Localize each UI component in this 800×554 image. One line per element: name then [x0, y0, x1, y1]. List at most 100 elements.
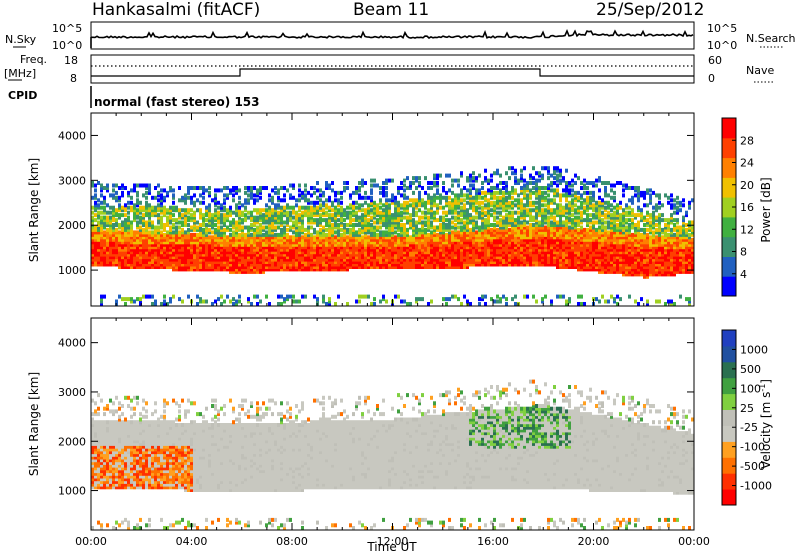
power-cell	[175, 232, 178, 237]
power-cell	[493, 171, 496, 176]
power-cell	[316, 195, 319, 200]
power-cell	[112, 227, 115, 232]
power-cell	[352, 203, 355, 208]
power-cell	[406, 262, 409, 267]
power-cell	[133, 183, 136, 188]
power-cell	[340, 242, 343, 247]
power-cell	[334, 213, 337, 218]
power-cell	[499, 225, 502, 230]
power-cell	[376, 225, 379, 230]
power-cell	[310, 218, 313, 223]
power-cell	[454, 208, 457, 213]
power-cell	[370, 203, 373, 208]
power-cell	[184, 195, 187, 200]
power-cell	[472, 245, 475, 250]
power-cell	[589, 247, 592, 252]
power-cell	[499, 195, 502, 200]
power-cell	[553, 252, 556, 257]
power-cell	[139, 257, 142, 262]
power-cell	[475, 193, 478, 198]
power-cell	[208, 260, 211, 264]
power-cell	[277, 240, 280, 245]
power-cell	[109, 250, 112, 255]
power-cell	[121, 208, 124, 213]
power-cell	[211, 265, 214, 269]
power-cell	[595, 208, 598, 213]
power-cell	[193, 220, 196, 225]
power-cell	[598, 260, 601, 264]
power-cell	[520, 173, 523, 178]
power-cell	[352, 225, 355, 230]
power-cell	[118, 294, 121, 299]
power-cell	[115, 208, 118, 213]
power-cell	[322, 267, 325, 272]
power-cell	[577, 227, 580, 232]
power-cell	[352, 223, 355, 227]
power-cell	[466, 255, 469, 260]
power-cell	[565, 232, 568, 237]
power-cell	[535, 247, 538, 252]
power-cell	[430, 247, 433, 252]
power-cell	[466, 257, 469, 262]
power-cell	[451, 220, 454, 225]
power-cell	[481, 232, 484, 237]
power-cell	[415, 203, 418, 208]
power-cell	[235, 299, 238, 304]
power-cell	[136, 215, 139, 220]
power-cell	[151, 220, 154, 225]
power-cell	[298, 267, 301, 272]
power-cell	[220, 213, 223, 218]
power-cell	[328, 186, 331, 190]
power-cell	[226, 245, 229, 250]
power-cell	[169, 235, 172, 240]
power-cell	[259, 240, 262, 245]
power-cell	[274, 257, 277, 262]
power-cell	[91, 257, 94, 262]
power-cell	[181, 227, 184, 232]
power-cell	[196, 265, 199, 269]
power-cell	[238, 218, 241, 223]
power-cell	[565, 220, 568, 225]
nave-tick-top: 60	[708, 54, 722, 67]
power-cell	[514, 240, 517, 245]
power-cell	[133, 188, 136, 193]
power-cell	[325, 302, 328, 306]
power-cell	[127, 218, 130, 223]
power-cell	[397, 210, 400, 215]
power-cell	[232, 267, 235, 272]
power-cell	[583, 302, 586, 306]
power-cell	[523, 205, 526, 210]
power-cell	[196, 262, 199, 267]
power-cell	[559, 260, 562, 264]
power-cell	[529, 230, 532, 235]
power-cell	[142, 208, 145, 213]
power-cell	[232, 242, 235, 247]
power-cell	[502, 255, 505, 260]
power-cell	[469, 176, 472, 181]
power-cell	[208, 262, 211, 267]
power-cell	[424, 210, 427, 215]
power-cell	[379, 190, 382, 195]
power-cell	[208, 203, 211, 208]
power-cell	[577, 302, 580, 306]
power-cell	[103, 240, 106, 245]
power-cell	[163, 208, 166, 213]
power-cell	[220, 188, 223, 193]
power-cell	[148, 250, 151, 255]
power-cell	[115, 255, 118, 260]
power-cell	[205, 232, 208, 237]
power-cell	[520, 237, 523, 242]
power-cell	[202, 200, 205, 205]
power-cell	[388, 235, 391, 240]
power-cell	[601, 198, 604, 203]
power-cell	[337, 267, 340, 272]
power-cell	[196, 208, 199, 213]
power-cell	[121, 297, 124, 302]
power-cell	[487, 190, 490, 195]
power-cell	[469, 230, 472, 235]
power-cell	[541, 242, 544, 247]
power-cell	[286, 245, 289, 250]
power-cell	[592, 230, 595, 235]
power-cell	[385, 218, 388, 223]
power-cell	[250, 267, 253, 272]
